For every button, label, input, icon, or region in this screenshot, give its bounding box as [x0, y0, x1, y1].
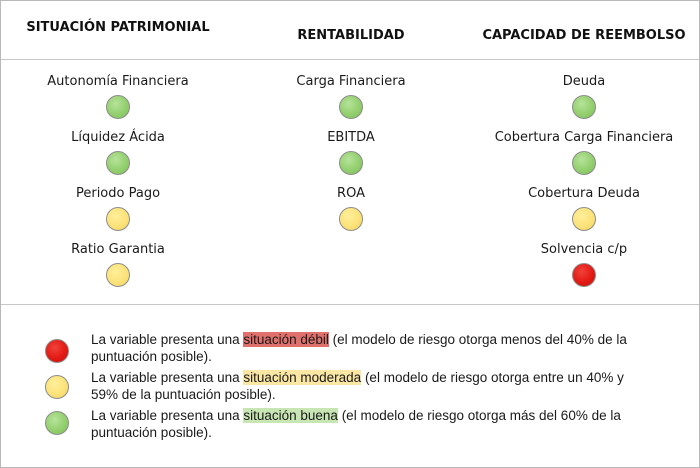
- legend-text-weak: La variable presenta una situación débil…: [91, 331, 651, 365]
- indicator-liquidez-acida: Líquidez Ácida: [13, 129, 223, 185]
- indicator-label: Periodo Pago: [75, 186, 161, 201]
- status-dot-green-icon: [339, 151, 363, 175]
- indicator-autonomia-financiera: Autonomía Financiera: [13, 73, 223, 129]
- indicator-label: Cobertura Carga Financiera: [494, 130, 674, 145]
- legend-highlight-good: situación buena: [243, 408, 338, 423]
- status-dot-green-icon: [572, 151, 596, 175]
- legend-suffix: (el modelo de riesgo otorga más del 60% …: [91, 408, 621, 440]
- legend-suffix: (el modelo de riesgo otorga entre un 40%…: [91, 370, 624, 402]
- indicator-label: ROA: [337, 186, 365, 201]
- indicator-label: Solvencia c/p: [540, 242, 628, 257]
- indicator-label: Autonomía Financiera: [47, 74, 189, 89]
- status-dot-green-icon: [339, 95, 363, 119]
- legend-text-good: La variable presenta una situación buena…: [91, 407, 651, 441]
- legend-prefix: La variable presenta una: [91, 408, 244, 423]
- status-dot-green-icon: [106, 95, 130, 119]
- legend-divider: [1, 304, 699, 305]
- indicator-cobertura-carga-financiera: Cobertura Carga Financiera: [479, 129, 689, 185]
- status-dot-yellow-icon: [106, 263, 130, 287]
- legend-item-good: La variable presenta una situación buena…: [1, 407, 699, 447]
- indicator-ratio-garantia: Ratio Garantia: [13, 241, 223, 297]
- indicator-carga-financiera: Carga Financiera: [246, 73, 456, 129]
- status-dot-yellow-icon: [339, 207, 363, 231]
- indicator-label: Cobertura Deuda: [528, 186, 640, 201]
- indicator-label: Líquidez Ácida: [71, 130, 165, 145]
- legend-item-moderate: La variable presenta una situación moder…: [1, 369, 699, 409]
- header-situacion-patrimonial: SITUACIÓN PATRIMONIAL: [26, 20, 210, 35]
- indicator-label: Carga Financiera: [296, 74, 406, 89]
- legend-green-dot-icon: [45, 411, 69, 435]
- legend-suffix: (el modelo de riesgo otorga menos del 40…: [91, 332, 627, 364]
- legend-prefix: La variable presenta una: [91, 332, 244, 347]
- header-rentabilidad: RENTABILIDAD: [297, 28, 405, 43]
- indicator-label: Deuda: [562, 74, 606, 89]
- indicator-periodo-pago: Periodo Pago: [13, 185, 223, 241]
- legend-red-dot-icon: [45, 339, 69, 363]
- status-dot-green-icon: [572, 95, 596, 119]
- indicator-solvencia-cp: Solvencia c/p: [479, 241, 689, 297]
- indicator-deuda: Deuda: [479, 73, 689, 129]
- legend-item-weak: La variable presenta una situación débil…: [1, 331, 699, 371]
- legend-highlight-weak: situación débil: [243, 332, 329, 347]
- legend-highlight-moderate: situación moderada: [243, 370, 362, 385]
- status-dot-yellow-icon: [106, 207, 130, 231]
- header-divider: [1, 59, 699, 60]
- legend-prefix: La variable presenta una: [91, 370, 244, 385]
- indicator-ebitda: EBITDA: [246, 129, 456, 185]
- indicator-cobertura-deuda: Cobertura Deuda: [479, 185, 689, 241]
- legend-yellow-dot-icon: [45, 375, 69, 399]
- header-capacidad-de-reembolso: CAPACIDAD DE REEMBOLSO: [482, 28, 686, 43]
- indicator-roa: ROA: [246, 185, 456, 241]
- status-dot-red-icon: [572, 263, 596, 287]
- indicator-label: EBITDA: [327, 130, 375, 145]
- status-dot-yellow-icon: [572, 207, 596, 231]
- indicator-label: Ratio Garantia: [71, 242, 165, 257]
- status-dot-green-icon: [106, 151, 130, 175]
- legend-text-moderate: La variable presenta una situación moder…: [91, 369, 651, 403]
